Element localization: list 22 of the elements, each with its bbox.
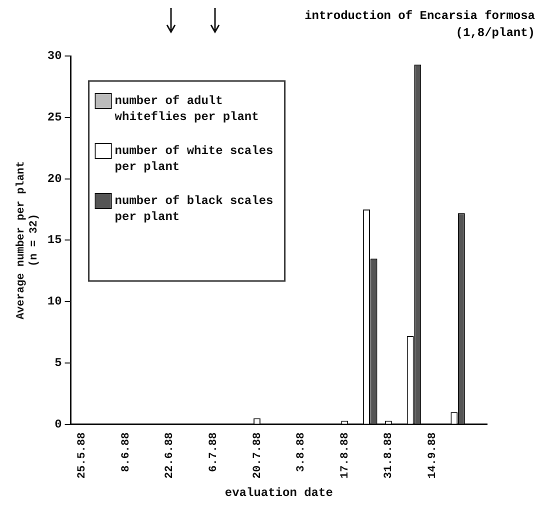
- y-tick-label: 0: [54, 417, 62, 432]
- x-tick-label: 14.9.88: [427, 432, 440, 479]
- y-tick-label: 10: [47, 294, 62, 309]
- text: introduction of Encarsia formosa (1,8/plant): [304, 8, 535, 42]
- x-tick-label: 22.6.88: [164, 432, 176, 479]
- y-tick-label: 25: [47, 110, 62, 124]
- x-tick-label: 3.8.88: [296, 432, 308, 472]
- x-tick-label: 25.5.88: [76, 432, 89, 479]
- legend-label: number of black scales per plant: [114, 194, 274, 224]
- y-tick-label: 30: [47, 49, 62, 64]
- legend-label: number of white scales per plant: [114, 144, 274, 174]
- x-axis-title: evaluation date: [224, 486, 333, 500]
- x-tick-label: 20.7.88: [252, 432, 264, 479]
- y-tick-label: 20: [47, 172, 62, 186]
- y-tick-label: 5: [54, 356, 62, 370]
- x-tick-label: 8.6.88: [120, 432, 132, 472]
- legend-label: number of adult whiteflies per plant: [114, 94, 259, 124]
- y-tick-label: 15: [47, 233, 62, 248]
- y-axis-title: Average number per plant (n = 32): [15, 160, 41, 320]
- x-tick-label: 31.8.88: [383, 432, 396, 479]
- x-tick-label: 17.8.88: [339, 432, 352, 479]
- x-tick-label: 6.7.88: [208, 432, 220, 472]
